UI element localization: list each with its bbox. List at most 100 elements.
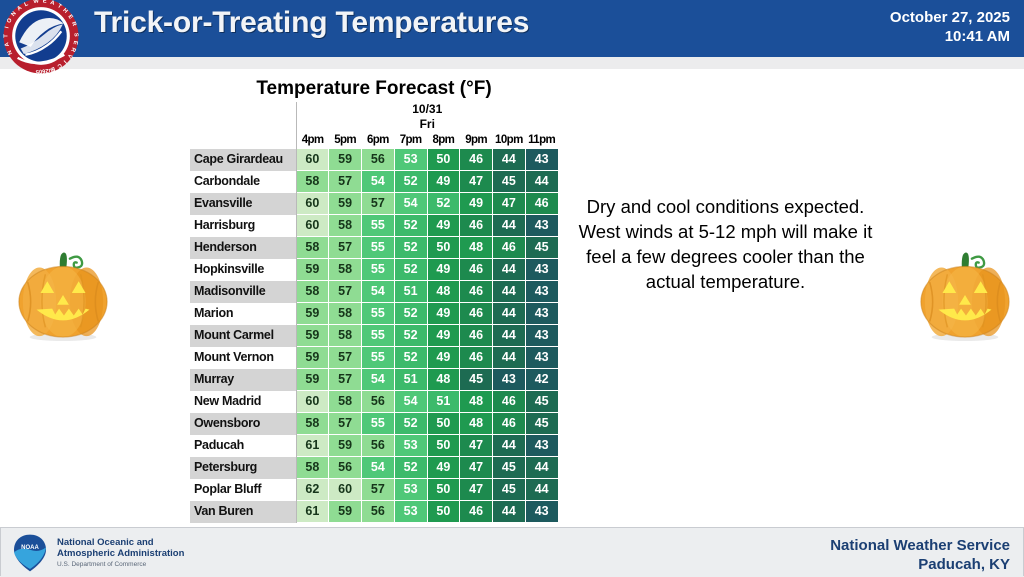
forecast-description: Dry and cool conditions expected. West w… bbox=[578, 196, 873, 292]
table-corner-blank-3 bbox=[190, 132, 297, 149]
temp-cell: 48 bbox=[459, 390, 493, 413]
temp-cell: 49 bbox=[426, 346, 461, 369]
table-row: Murray 59 57 54 51 48 45 43 42 bbox=[190, 368, 559, 391]
temp-cell: 62 bbox=[295, 478, 330, 501]
temp-cell: 58 bbox=[328, 214, 362, 237]
svg-text:A: A bbox=[16, 5, 24, 13]
temp-cell: 59 bbox=[328, 500, 362, 523]
temp-cell: 43 bbox=[524, 302, 559, 325]
temp-cell: 46 bbox=[524, 192, 559, 215]
temp-cell: 46 bbox=[459, 280, 493, 303]
jack-o-lantern-icon-left bbox=[18, 252, 108, 341]
temp-cell: 52 bbox=[393, 236, 428, 259]
temp-cell: 54 bbox=[361, 456, 395, 479]
temp-cell: 57 bbox=[328, 368, 362, 391]
temp-cell: 59 bbox=[295, 258, 330, 281]
header-underline bbox=[0, 57, 1024, 69]
nws-office-name: National Weather Service bbox=[830, 537, 1010, 554]
temp-cell: 52 bbox=[393, 324, 428, 347]
table-row: Henderson 58 57 55 52 50 48 46 45 bbox=[190, 236, 559, 259]
noaa-line-2: Atmospheric Administration bbox=[57, 548, 185, 559]
temp-cell: 44 bbox=[492, 280, 526, 303]
svg-text:I: I bbox=[62, 59, 68, 65]
temp-cell: 56 bbox=[361, 500, 395, 523]
city-label: Marion bbox=[190, 302, 297, 325]
svg-text:R: R bbox=[69, 46, 76, 53]
temp-cell: 46 bbox=[459, 302, 493, 325]
temp-cell: 50 bbox=[426, 148, 461, 171]
temp-cell: 43 bbox=[524, 434, 559, 457]
temp-cell: 49 bbox=[426, 170, 461, 193]
temp-cell: 43 bbox=[524, 280, 559, 303]
svg-text:A: A bbox=[49, 0, 56, 7]
hour-header-2: 6pm bbox=[366, 134, 389, 146]
forecast-date-label: 10/31 bbox=[412, 102, 443, 116]
temp-cell: 56 bbox=[361, 390, 395, 413]
temp-cell: 47 bbox=[459, 434, 493, 457]
temp-cell: 44 bbox=[524, 456, 559, 479]
table-corner-blank-2 bbox=[190, 117, 297, 132]
temp-cell: 54 bbox=[393, 390, 428, 413]
temp-cell: 51 bbox=[393, 280, 428, 303]
temp-cell: 57 bbox=[361, 478, 395, 501]
svg-text:N: N bbox=[7, 49, 14, 56]
temp-cell: 58 bbox=[328, 302, 362, 325]
temp-cell: 45 bbox=[459, 368, 493, 391]
temp-cell: 55 bbox=[361, 412, 395, 435]
svg-text:S: S bbox=[72, 33, 78, 37]
temp-cell: 46 bbox=[492, 412, 526, 435]
table-row: Van Buren 61 59 56 53 50 46 44 43 bbox=[190, 500, 559, 523]
temp-cell: 44 bbox=[492, 346, 526, 369]
temp-cell: 43 bbox=[524, 214, 559, 237]
table-row: Cape Girardeau 60 59 56 53 50 46 44 43 bbox=[190, 148, 559, 171]
temp-cell: 52 bbox=[393, 214, 428, 237]
nws-seal-icon: N A T I O N A L W E A T H E R S E R V I … bbox=[3, 0, 79, 74]
temp-cell: 45 bbox=[524, 412, 559, 435]
temp-cell: 58 bbox=[295, 412, 330, 435]
date-header-row: 10/31 bbox=[190, 102, 558, 117]
forecast-table-wrapper: 10/31 Fri 4pm 5pm 6pm 7pm 8pm 9pm 10pm 11pm Cap… bbox=[190, 102, 559, 523]
temp-cell: 44 bbox=[492, 324, 526, 347]
page-footer: NOAA National Oceanic and Atmospheric Ad… bbox=[0, 527, 1024, 577]
temp-cell: 49 bbox=[426, 214, 461, 237]
temperature-forecast-table: 10/31 Fri 4pm 5pm 6pm 7pm 8pm 9pm 10pm 11pm Cap… bbox=[190, 102, 559, 523]
temp-cell: 58 bbox=[328, 390, 362, 413]
svg-text:E: E bbox=[50, 65, 56, 72]
forecast-day-label: Fri bbox=[419, 117, 435, 131]
hour-header-4: 8pm bbox=[432, 134, 455, 146]
temp-cell: 43 bbox=[524, 500, 559, 523]
temp-cell: 48 bbox=[426, 280, 461, 303]
temp-cell: 55 bbox=[361, 214, 395, 237]
temp-cell: 53 bbox=[393, 478, 428, 501]
temp-cell: 46 bbox=[492, 236, 526, 259]
temp-cell: 43 bbox=[524, 346, 559, 369]
svg-text:W: W bbox=[33, 0, 40, 5]
noaa-department-line: U.S. Department of Commerce bbox=[57, 561, 147, 568]
temp-cell: 49 bbox=[459, 192, 493, 215]
city-label: Murray bbox=[190, 368, 297, 391]
temp-cell: 45 bbox=[492, 456, 526, 479]
svg-text:R: R bbox=[70, 21, 77, 28]
temp-cell: 52 bbox=[393, 346, 428, 369]
temp-cell: 59 bbox=[328, 148, 362, 171]
temp-cell: 50 bbox=[426, 500, 461, 523]
svg-text:I: I bbox=[4, 26, 10, 29]
temp-cell: 44 bbox=[524, 170, 559, 193]
temp-cell: 48 bbox=[426, 368, 461, 391]
hour-header-7: 11pm bbox=[528, 134, 556, 146]
temp-cell: 43 bbox=[524, 324, 559, 347]
header-time: 10:41 AM bbox=[944, 28, 1010, 45]
temp-cell: 54 bbox=[361, 280, 395, 303]
temp-cell: 44 bbox=[492, 148, 526, 171]
nws-office-block: National Weather Service Paducah, KY bbox=[830, 536, 1010, 574]
temp-cell: 50 bbox=[426, 412, 461, 435]
temp-cell: 55 bbox=[361, 346, 395, 369]
temp-cell: 44 bbox=[492, 302, 526, 325]
city-label: New Madrid bbox=[190, 390, 297, 413]
temp-cell: 45 bbox=[524, 390, 559, 413]
temp-cell: 58 bbox=[328, 258, 362, 281]
temp-cell: 51 bbox=[426, 390, 461, 413]
temp-cell: 49 bbox=[426, 258, 461, 281]
temp-cell: 61 bbox=[295, 434, 330, 457]
temp-cell: 55 bbox=[361, 324, 395, 347]
